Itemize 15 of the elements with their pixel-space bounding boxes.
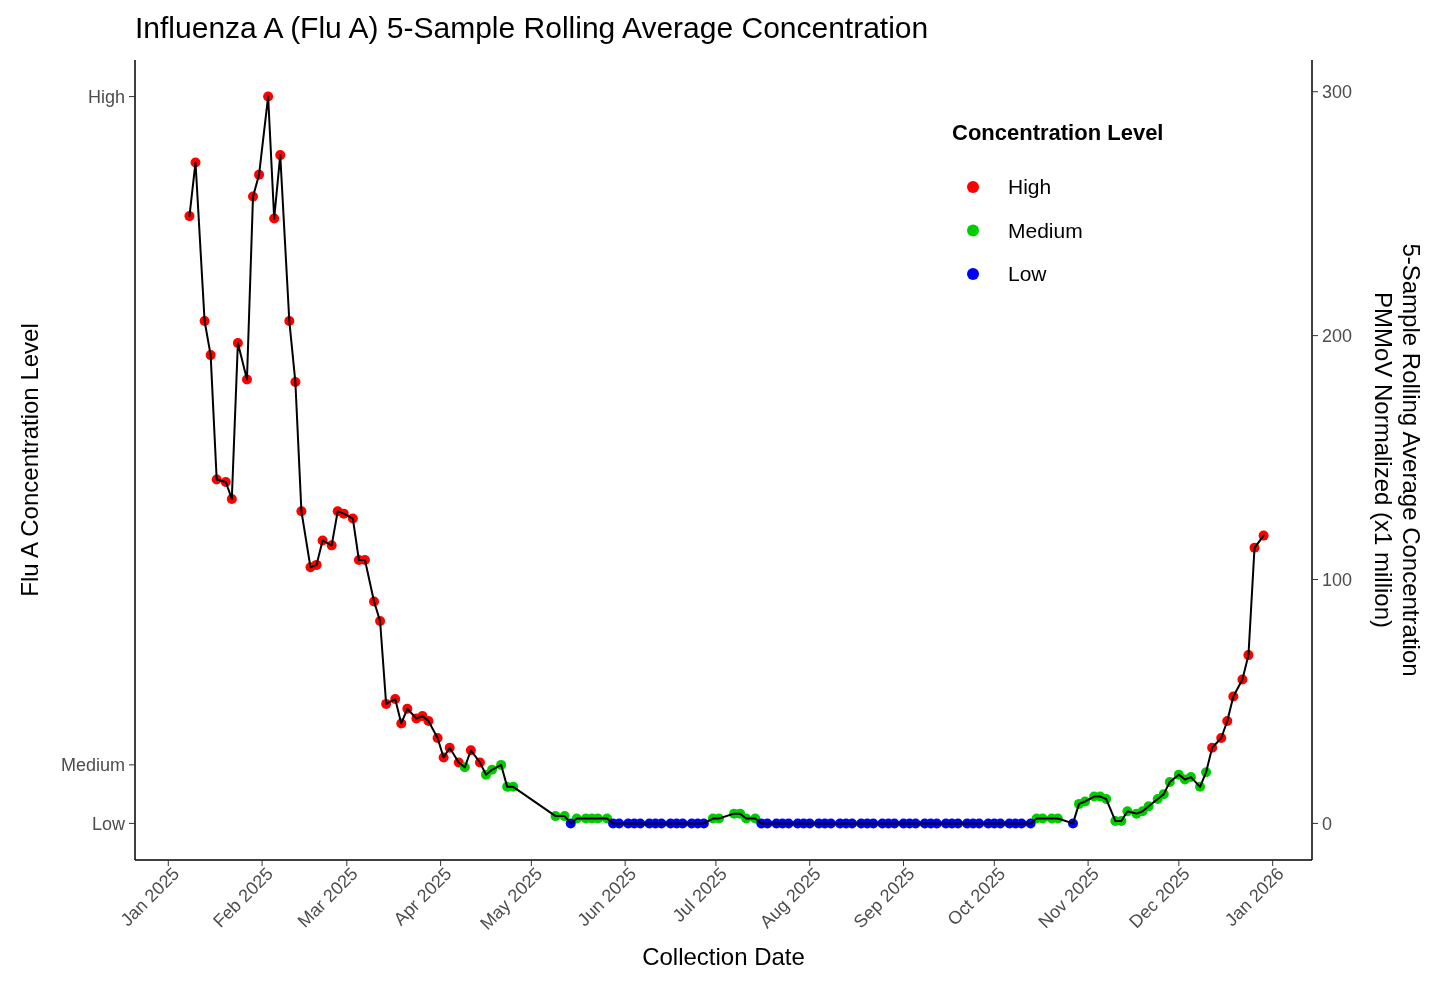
- y-tick-label: 300: [1322, 82, 1353, 103]
- ref-line-label: Low: [91, 813, 126, 834]
- y-tick-label: 100: [1322, 569, 1353, 590]
- legend-label: Low: [1008, 262, 1048, 286]
- y-axis-title: 5-Sample Rolling Average Concentration PMMoV Normalized (x1 million): [1369, 243, 1426, 677]
- y-tick-label: 0: [1322, 813, 1333, 834]
- x-axis-title: Collection Date: [642, 943, 805, 970]
- legend-title: Concentration Level: [952, 120, 1164, 145]
- legend-label: High: [1008, 175, 1052, 199]
- ref-line-label: High: [87, 86, 125, 107]
- ref-line-label: Medium: [60, 755, 125, 776]
- legend-label: Medium: [1008, 218, 1083, 242]
- y2-axis-title: Flu A Concentration Level: [16, 323, 43, 597]
- y-tick-label: 200: [1322, 325, 1353, 346]
- chart-title: Influenza A (Flu A) 5-Sample Rolling Average Concentration: [135, 11, 929, 44]
